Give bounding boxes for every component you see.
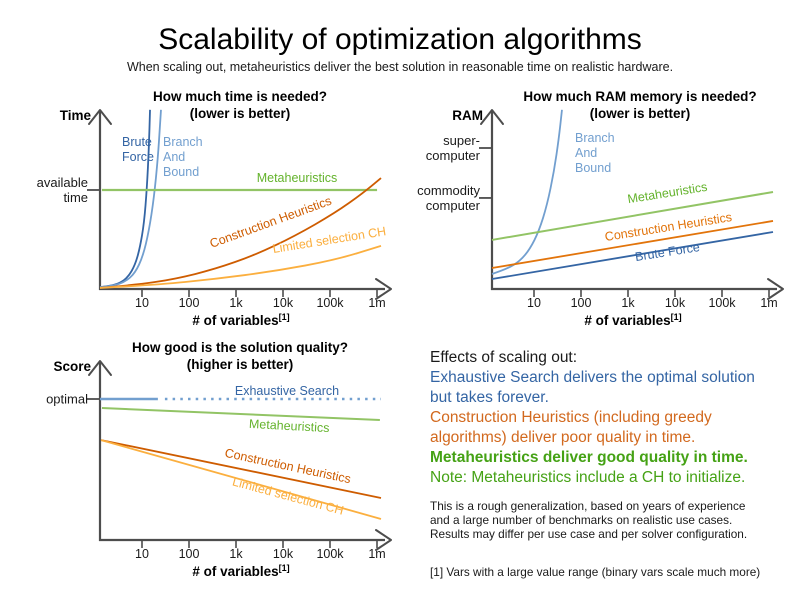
time-series-limited-selection-ch-label: Limited selection CH (272, 224, 387, 256)
ram-x-tick-label: 10k (665, 296, 686, 310)
ram-x-tick-label: 1k (621, 296, 635, 310)
score-x-tick-label: 1m (368, 547, 385, 561)
disclaimer-line3: Results may differ per use case and per … (430, 527, 748, 541)
ram-x-tick-label: 1m (760, 296, 777, 310)
effects-panel: Effects of scaling out: Exhaustive Search… (430, 348, 796, 579)
score-series-construction-heuristics-line (100, 439, 382, 499)
ram-y-axis-arrow-icon (480, 109, 504, 125)
time-series-branch-and-bound-line (99, 109, 162, 289)
ram-chart-title: How much RAM memory is needed? (lower is… (490, 88, 790, 122)
effects-line-6: Metaheuristics deliver good quality in t… (430, 449, 748, 466)
effects-line-4: Construction Heuristics (including greed… (430, 409, 712, 426)
ram-chart-title-line1: How much RAM memory is needed? (523, 89, 757, 104)
time-x-tick-label: 10k (273, 296, 294, 310)
ram-y-tick-label: super-computer (426, 133, 481, 163)
score-series-limited-selection-ch-line (100, 439, 382, 520)
score-series-metaheuristics-line (101, 407, 380, 421)
score-chart-title-line2: (higher is better) (186, 357, 294, 372)
page-title: Scalability of optimization algorithms (158, 23, 642, 56)
time-x-axis-arrow-icon (375, 278, 392, 300)
score-series-metaheuristics-label: Metaheuristics (249, 417, 330, 435)
effects-lines: Effects of scaling out: Exhaustive Search… (430, 348, 796, 488)
time-x-tick-label: 100 (179, 296, 200, 310)
time-y-axis-arrow-icon (88, 109, 112, 125)
ram-series-branch-and-bound-line (491, 109, 563, 275)
ram-y-axis-label: RAM (452, 108, 483, 123)
ram-x-axis-arrow-icon (767, 278, 784, 300)
ram-series-brute-force-line (491, 231, 774, 280)
time-series-branch-and-bound-label: Branch And Bound (163, 135, 203, 179)
effects-line-5: algorithms) deliver poor quality in time… (430, 429, 696, 446)
score-chart-svg: 10 100 1k 10k 100k 1m # of variables[1] Score op… (46, 359, 392, 579)
time-chart-title-line2: (lower is better) (189, 106, 291, 121)
score-x-tick-label: 10 (135, 547, 149, 561)
time-chart-svg: 10 100 1k 10k 100k 1m # of variables[1] Time ava… (37, 108, 392, 328)
time-x-tick-label: 10 (135, 296, 149, 310)
effects-line-3: but takes forever. (430, 389, 549, 406)
ram-series-brute-force-label: Brute Force (634, 240, 701, 264)
effects-line-1: Effects of scaling out: (430, 349, 578, 366)
ram-x-axis-label: # of variables[1] (584, 312, 681, 328)
effects-line-7: Note: Metaheuristics include a CH to ini… (430, 469, 746, 486)
time-x-tick-label: 1k (229, 296, 243, 310)
score-series-exhaustive-search-label: Exhaustive Search (235, 384, 339, 398)
score-x-tick-label: 100k (316, 547, 344, 561)
score-x-tick-label: 10k (273, 547, 294, 561)
score-chart-title: How good is the solution quality? (highe… (90, 339, 390, 373)
time-x-tick-label: 1m (368, 296, 385, 310)
ram-series-construction-heuristics-line (491, 220, 774, 269)
disclaimer-line1: This is a rough generalization, based on… (430, 499, 746, 513)
time-chart: 10 100 1k 10k 100k 1m # of variables[1] Time ava… (25, 85, 405, 340)
ram-y-tick-label: commodity computer (417, 183, 481, 213)
ram-chart: 10 100 1k 10k 100k 1m # of variables[1] RAM supe… (417, 85, 797, 340)
ram-chart-svg: 10 100 1k 10k 100k 1m # of variables[1] RAM supe… (417, 108, 784, 328)
ram-chart-title-line2: (lower is better) (589, 106, 691, 121)
ram-series-metaheuristics-line (491, 190, 774, 241)
ram-x-tick-label: 100 (571, 296, 592, 310)
score-y-axis-label: Score (53, 359, 91, 374)
score-x-axis-label: # of variables[1] (192, 563, 289, 579)
time-y-tick-label: available time (37, 175, 88, 205)
score-x-axis-arrow-icon (375, 529, 392, 551)
score-chart: 10 100 1k 10k 100k 1m # of variables[1] Score op… (25, 336, 405, 591)
time-chart-title: How much time is needed? (lower is bette… (90, 88, 390, 122)
time-series-brute-force-label: Brute Force (122, 135, 154, 164)
score-y-axis-arrow-icon (88, 360, 112, 376)
time-x-tick-label: 100k (316, 296, 344, 310)
score-x-tick-label: 100 (179, 547, 200, 561)
disclaimer-text: This is a rough generalization, based on… (430, 499, 796, 541)
ram-series-branch-and-bound-label: Branch And Bound (575, 131, 615, 175)
score-x-tick-label: 1k (229, 547, 243, 561)
ram-series-metaheuristics-label: Metaheuristics (626, 180, 708, 206)
page-subtitle: When scaling out, metaheuristics deliver… (126, 60, 674, 74)
time-series-construction-heuristics-line (99, 177, 382, 289)
time-chart-title-line1: How much time is needed? (152, 89, 328, 104)
disclaimer-line2: and a large number of benchmarks on real… (430, 513, 733, 527)
footnote-text: [1] Vars with a large value range (binar… (430, 565, 761, 579)
time-series-metaheuristics-label: Metaheuristics (257, 171, 338, 185)
effects-line-2: Exhaustive Search delivers the optimal s… (430, 369, 755, 386)
time-series-limited-selection-ch-line (99, 245, 382, 289)
score-y-tick-label: optimal (46, 392, 88, 407)
ram-x-tick-label: 10 (527, 296, 541, 310)
time-y-axis-label: Time (60, 108, 92, 123)
ram-x-tick-label: 100k (708, 296, 736, 310)
score-chart-title-line1: How good is the solution quality? (132, 340, 348, 355)
time-x-axis-label: # of variables[1] (192, 312, 289, 328)
